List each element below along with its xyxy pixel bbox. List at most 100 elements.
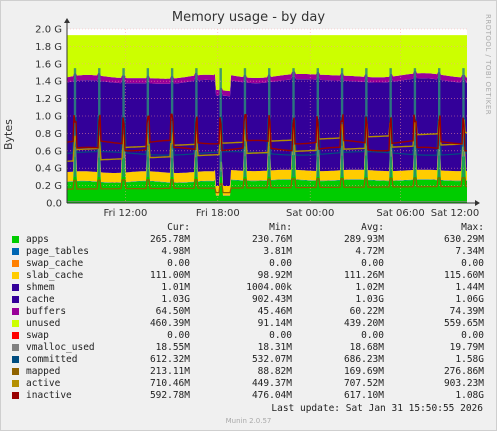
legend-header-cur: Cur: bbox=[167, 222, 190, 233]
legend-row-committed: committed 612.32M 532.07M 686.23M 1.58G bbox=[12, 354, 488, 366]
legend-row-shmem: shmem 1.01M 1004.00k 1.02M 1.44M bbox=[12, 282, 488, 294]
legend-min: 88.82M bbox=[257, 366, 292, 377]
legend-name: apps bbox=[26, 234, 49, 245]
legend-swatch bbox=[12, 356, 19, 363]
legend-max: 630.29M bbox=[443, 234, 484, 245]
munin-version: Munin 2.0.57 bbox=[225, 417, 272, 425]
legend-row-slab-cache: slab_cache 111.00M 98.92M 111.26M 115.60M bbox=[12, 270, 488, 282]
legend-cur: 111.00M bbox=[149, 270, 190, 281]
legend-swatch bbox=[12, 308, 19, 315]
legend-min: 18.31M bbox=[257, 342, 292, 353]
x-tick-label: Sat 12:00 bbox=[431, 208, 479, 219]
legend-avg: 60.22M bbox=[349, 306, 384, 317]
legend-max: 1.58G bbox=[455, 354, 484, 365]
legend-min: 230.76M bbox=[251, 234, 292, 245]
legend-avg: 439.20M bbox=[343, 318, 384, 329]
y-tick-label: 1.4 G bbox=[35, 77, 62, 88]
legend-name: cache bbox=[26, 294, 55, 305]
legend-max: 19.79M bbox=[449, 342, 484, 353]
legend-header-min: Min: bbox=[269, 222, 292, 233]
legend-name: committed bbox=[26, 354, 78, 365]
y-tick-label: 1.8 G bbox=[35, 42, 62, 53]
legend-name: inactive bbox=[26, 390, 72, 401]
legend-swatch bbox=[12, 368, 19, 375]
legend-avg: 0.00 bbox=[361, 258, 384, 269]
legend-rows: apps 265.78M 230.76M 289.93M 630.29M page_tab… bbox=[12, 234, 488, 402]
legend-name: page_tables bbox=[26, 246, 89, 257]
legend-min: 98.92M bbox=[257, 270, 292, 281]
y-axis-arrow bbox=[64, 18, 70, 23]
legend-max: 7.34M bbox=[455, 246, 484, 257]
x-tick-label: Sat 06:00 bbox=[376, 208, 424, 219]
legend-avg: 111.26M bbox=[343, 270, 384, 281]
legend-avg: 18.68M bbox=[349, 342, 384, 353]
legend-avg: 169.69M bbox=[343, 366, 384, 377]
legend-swatch bbox=[12, 260, 19, 267]
legend-name: shmem bbox=[26, 282, 55, 293]
y-tick-label: 0.6 G bbox=[35, 146, 62, 157]
spike-streak bbox=[146, 68, 150, 177]
spike-streak bbox=[243, 68, 247, 177]
legend-swatch bbox=[12, 392, 19, 399]
area-unused bbox=[67, 35, 467, 92]
legend-swatch bbox=[12, 248, 19, 255]
x-tick-label: Fri 18:00 bbox=[196, 208, 240, 219]
legend-swatch bbox=[12, 380, 19, 387]
legend-swatch bbox=[12, 272, 19, 279]
legend-name: buffers bbox=[26, 306, 67, 317]
chart-title: Memory usage - by day bbox=[171, 10, 326, 25]
x-axis-arrow bbox=[475, 200, 480, 206]
legend-cur: 592.78M bbox=[149, 390, 190, 401]
legend-max: 559.65M bbox=[443, 318, 484, 329]
legend-cur: 710.46M bbox=[149, 378, 190, 389]
y-tick-label: 0.0 bbox=[46, 199, 62, 210]
legend-name: swap bbox=[26, 330, 49, 341]
legend-swatch bbox=[12, 320, 19, 327]
legend-avg: 1.02M bbox=[355, 282, 384, 293]
legend-avg: 617.10M bbox=[343, 390, 384, 401]
legend-cur: 1.03G bbox=[161, 294, 190, 305]
legend-min: 902.43M bbox=[251, 294, 292, 305]
legend-row-inactive: inactive 592.78M 476.04M 617.10M 1.08G bbox=[12, 390, 488, 402]
line-inactive bbox=[66, 113, 467, 152]
legend-max: 115.60M bbox=[443, 270, 484, 281]
legend-row-active: active 710.46M 449.37M 707.52M 903.23M bbox=[12, 378, 488, 390]
legend-header-max: Max: bbox=[461, 222, 484, 233]
legend-cur: 612.32M bbox=[149, 354, 190, 365]
legend-name: unused bbox=[26, 318, 61, 329]
legend-name: slab_cache bbox=[26, 270, 84, 281]
last-update: Last update: Sat Jan 31 15:50:55 2026 bbox=[271, 403, 483, 414]
legend-avg: 289.93M bbox=[343, 234, 384, 245]
y-tick-label: 0.2 G bbox=[35, 181, 62, 192]
legend-row-vmalloc-used: vmalloc_used 18.55M 18.31M 18.68M 19.79M bbox=[12, 342, 488, 354]
legend-max: 1.06G bbox=[455, 294, 484, 305]
legend-avg: 4.72M bbox=[355, 246, 384, 257]
legend-max: 74.39M bbox=[449, 306, 484, 317]
legend-table: Cur: Min: Avg: Max: apps 265.78M 230.76M 28… bbox=[12, 222, 488, 402]
legend-row-mapped: mapped 213.11M 88.82M 169.69M 276.86M bbox=[12, 366, 488, 378]
line-active bbox=[67, 119, 468, 162]
legend-swatch bbox=[12, 296, 19, 303]
spike-streak bbox=[340, 68, 344, 177]
y-tick-label: 2.0 G bbox=[35, 25, 62, 36]
legend-min: 449.37M bbox=[251, 378, 292, 389]
legend-cur: 4.98M bbox=[161, 246, 190, 257]
legend-row-swap-cache: swap_cache 0.00 0.00 0.00 0.00 bbox=[12, 258, 488, 270]
y-tick-label: 1.0 G bbox=[35, 112, 62, 123]
rrdtool-watermark: RRDTOOL / TOBI OETIKER bbox=[484, 14, 492, 116]
legend-name: vmalloc_used bbox=[26, 342, 95, 353]
legend-swatch bbox=[12, 284, 19, 291]
legend-avg: 707.52M bbox=[343, 378, 384, 389]
legend-max: 276.86M bbox=[443, 366, 484, 377]
spike-streak bbox=[170, 68, 174, 177]
legend-cur: 213.11M bbox=[149, 366, 190, 377]
legend-max: 0.00 bbox=[461, 330, 484, 341]
legend-cur: 265.78M bbox=[149, 234, 190, 245]
legend-max: 1.44M bbox=[455, 282, 484, 293]
legend-max: 903.23M bbox=[443, 378, 484, 389]
legend-max: 0.00 bbox=[461, 258, 484, 269]
legend-row-unused: unused 460.39M 91.14M 439.20M 559.65M bbox=[12, 318, 488, 330]
y-tick-label: 0.4 G bbox=[35, 164, 62, 175]
legend-avg: 686.23M bbox=[343, 354, 384, 365]
